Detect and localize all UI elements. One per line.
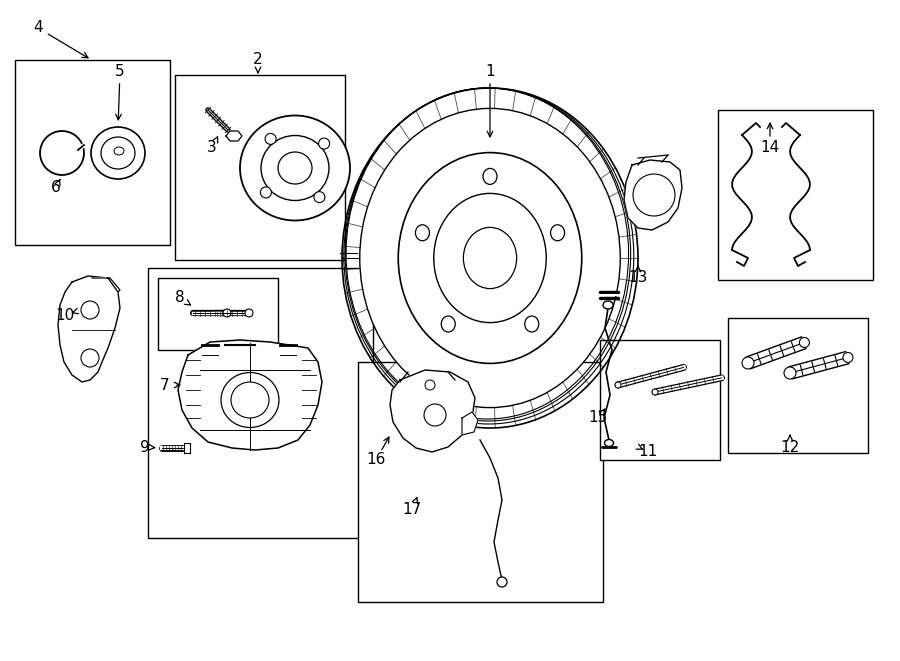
Ellipse shape [525, 316, 539, 332]
Bar [728, 318, 868, 453]
Text: 1: 1 [485, 65, 495, 79]
Ellipse shape [231, 382, 269, 418]
Polygon shape [624, 160, 682, 230]
Ellipse shape [424, 404, 446, 426]
Ellipse shape [81, 349, 99, 367]
Ellipse shape [245, 309, 253, 317]
Polygon shape [178, 340, 322, 450]
Bar [718, 110, 873, 280]
Polygon shape [462, 412, 478, 435]
Ellipse shape [551, 225, 564, 241]
Text: 4: 4 [33, 20, 43, 36]
Ellipse shape [81, 301, 99, 319]
Ellipse shape [603, 301, 613, 309]
Ellipse shape [91, 127, 145, 179]
Text: 14: 14 [760, 141, 779, 155]
Ellipse shape [114, 147, 124, 155]
Ellipse shape [398, 153, 581, 364]
Polygon shape [226, 131, 242, 141]
Ellipse shape [416, 225, 429, 241]
Ellipse shape [483, 169, 497, 184]
Text: 3: 3 [207, 141, 217, 155]
Bar [158, 278, 278, 350]
Text: 12: 12 [780, 440, 799, 455]
Ellipse shape [615, 382, 621, 388]
Text: 2: 2 [253, 52, 263, 67]
Ellipse shape [240, 116, 350, 221]
Text: 10: 10 [56, 307, 75, 323]
Ellipse shape [464, 227, 517, 289]
Bar [600, 340, 720, 460]
Ellipse shape [360, 108, 620, 408]
Ellipse shape [799, 338, 809, 348]
Text: 7: 7 [160, 377, 170, 393]
Ellipse shape [425, 380, 435, 390]
Ellipse shape [221, 373, 279, 428]
Ellipse shape [319, 138, 329, 149]
Text: 16: 16 [366, 453, 386, 467]
Ellipse shape [652, 389, 658, 395]
Text: 15: 15 [589, 410, 608, 426]
Ellipse shape [742, 357, 754, 369]
Polygon shape [184, 443, 190, 453]
Text: 13: 13 [628, 270, 648, 286]
Ellipse shape [605, 440, 614, 446]
Ellipse shape [314, 192, 325, 203]
Ellipse shape [497, 577, 507, 587]
Bar [15, 60, 170, 245]
Polygon shape [58, 276, 120, 382]
Text: 17: 17 [402, 502, 421, 518]
Bar [175, 75, 345, 260]
Ellipse shape [261, 136, 329, 200]
Text: 9: 9 [140, 440, 150, 455]
Text: 5: 5 [115, 65, 125, 79]
Ellipse shape [260, 187, 272, 198]
Bar [148, 268, 373, 538]
Ellipse shape [223, 309, 231, 317]
Ellipse shape [843, 352, 853, 362]
Polygon shape [390, 370, 475, 452]
Ellipse shape [278, 152, 312, 184]
Bar [358, 362, 603, 602]
Ellipse shape [441, 316, 455, 332]
Ellipse shape [784, 367, 796, 379]
Text: 6: 6 [51, 180, 61, 196]
Ellipse shape [101, 137, 135, 169]
Ellipse shape [266, 134, 276, 144]
Polygon shape [92, 278, 120, 292]
Text: 11: 11 [638, 444, 658, 459]
Ellipse shape [434, 194, 546, 323]
Text: 8: 8 [176, 290, 184, 305]
